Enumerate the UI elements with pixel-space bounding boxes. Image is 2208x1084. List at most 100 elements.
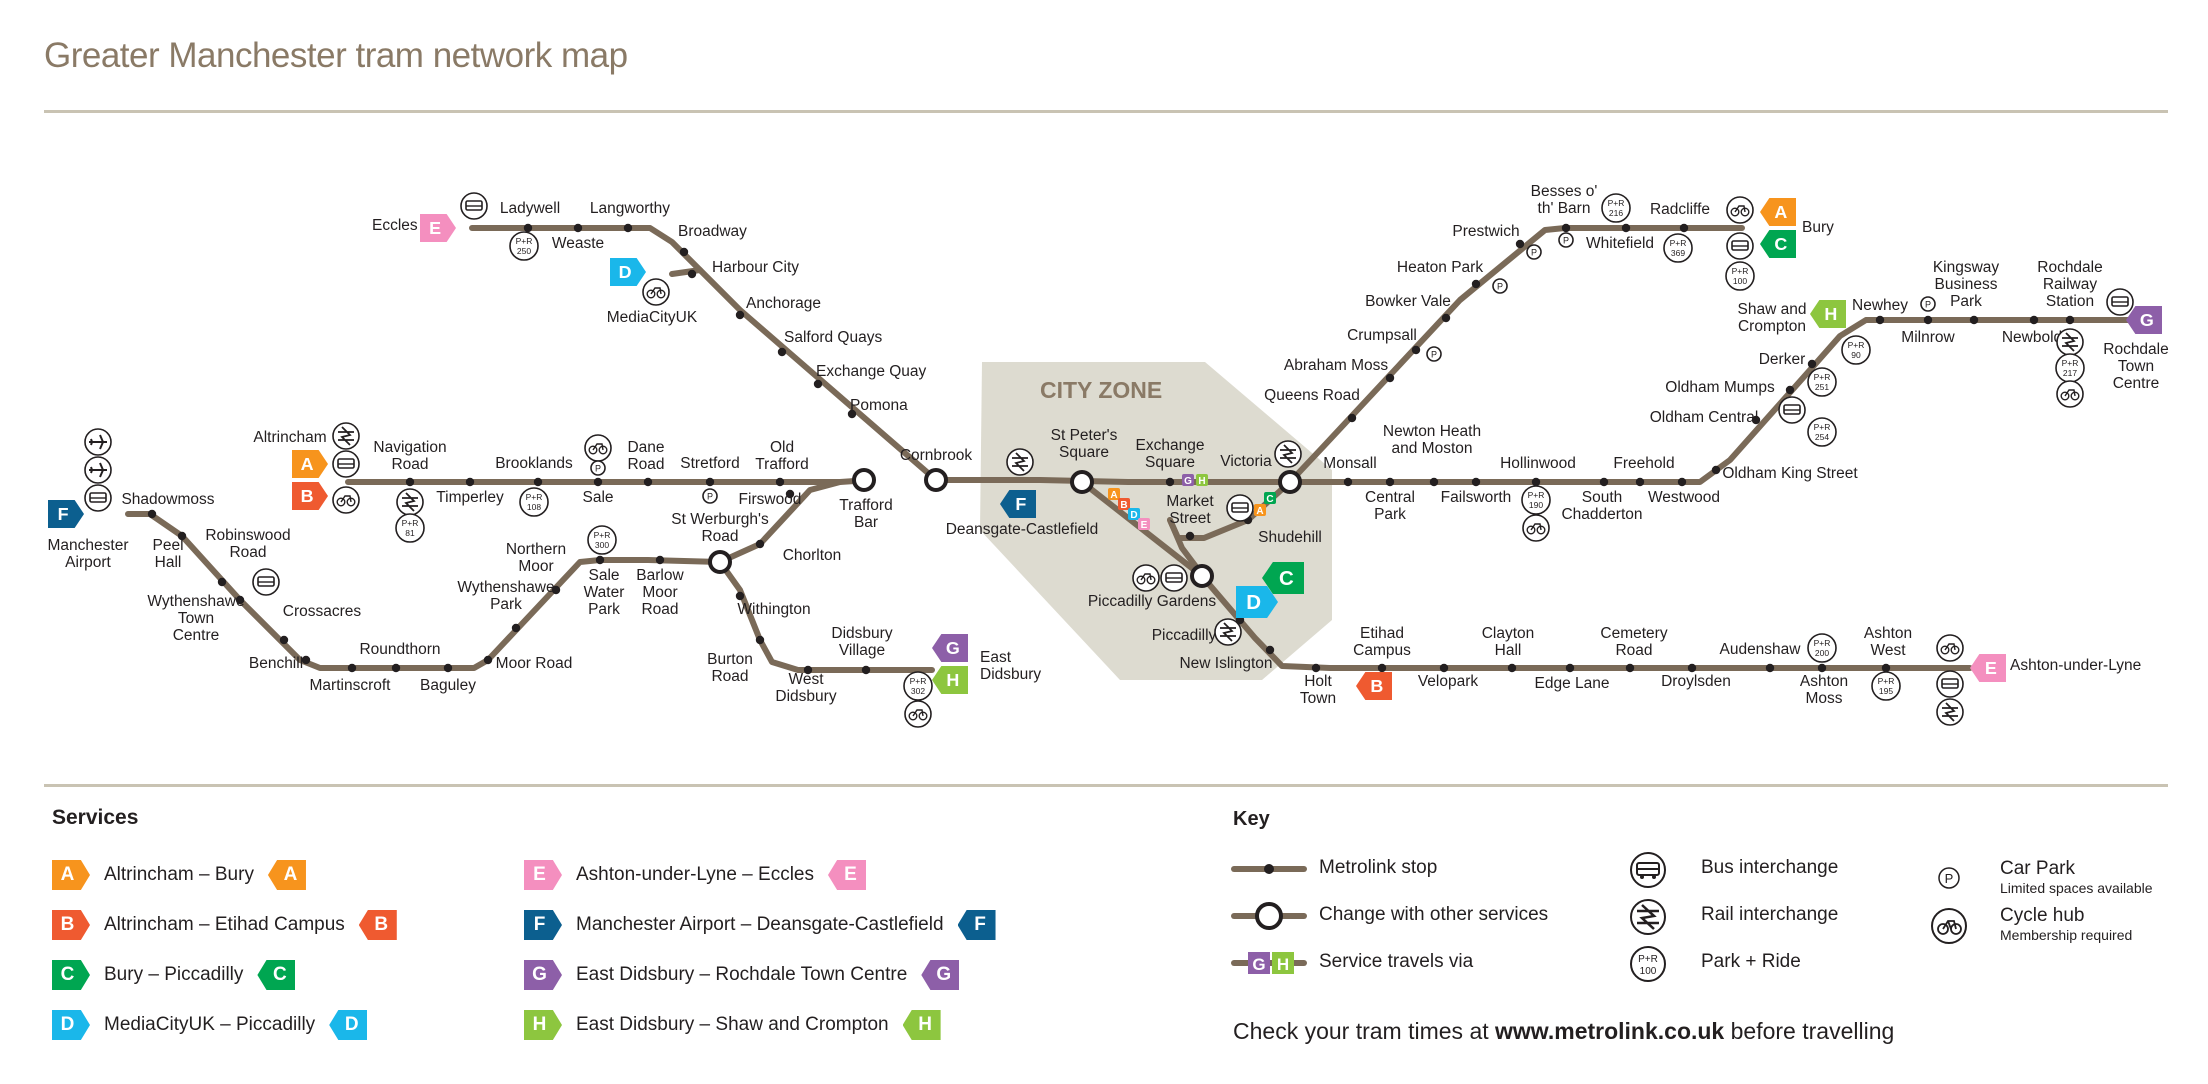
stop-westwood (1677, 477, 1687, 487)
stop-south_chadderton (1599, 477, 1609, 487)
svg-text:P+R: P+R (594, 530, 611, 540)
label-besses_o_th_barn: Besses o' th' Barn (1531, 183, 1598, 217)
stop-shadowmoss (147, 509, 157, 519)
flag-h-east-didsbury: H (932, 666, 968, 694)
stop-ashton_west (1881, 663, 1891, 673)
cycle-icon-hollinwood (1522, 514, 1550, 542)
label-edge_lane: Edge Lane (1535, 675, 1610, 692)
stop-cemetery_road (1625, 663, 1635, 673)
label-newton_heath_and_moston: Newton Heath and Moston (1383, 423, 1481, 457)
label-rochdale_town_centre: Rochdale Town Centre (2103, 341, 2169, 392)
label-hollinwood: Hollinwood (1500, 455, 1576, 472)
label-old_trafford: Old Trafford (755, 439, 808, 473)
stop-crumpsall (1411, 345, 1421, 355)
svg-text:P+R: P+R (402, 518, 419, 528)
stop-west_didsbury (803, 665, 813, 675)
interchange-cornbrook (924, 468, 948, 492)
svg-text:216: 216 (1609, 208, 1623, 218)
car-park-icon-heaton-park: P (1492, 278, 1508, 294)
service-label: East Didsbury – Shaw and Crompton (576, 1014, 889, 1035)
stop-newhey (1875, 315, 1885, 325)
bus-icon-ashton (1936, 670, 1964, 698)
rail-icon-altrincham (332, 422, 360, 450)
key-car-park-symbol: P (1945, 871, 1954, 886)
rail-icon-navigation-road (396, 488, 424, 516)
svg-text:P+R: P+R (1814, 372, 1831, 382)
via-letter-g: G (1252, 955, 1265, 974)
label-manchester_airport: Manchester Airport (48, 537, 129, 571)
rail-icon-rochdale (2056, 328, 2084, 356)
label-oldham_central: Oldham Central (1650, 409, 1759, 426)
key-rail: Rail interchange (1701, 904, 1839, 925)
website-link[interactable]: www.metrolink.co.uk (1495, 1018, 1725, 1044)
label-south_chadderton: South Chadderton (1561, 489, 1642, 523)
label-ashton_under_lyne: Ashton-under-Lyne (2010, 657, 2141, 674)
tram-line-1 (669, 267, 703, 277)
label-benchill: Benchill (249, 655, 303, 672)
stop-langworthy (623, 223, 633, 233)
svg-text:300: 300 (595, 540, 609, 550)
service-item-f: F Manchester Airport – Deansgate-Castlefi… (524, 910, 996, 940)
label-prestwich: Prestwich (1452, 223, 1519, 240)
svg-text:P+R: P+R (1848, 340, 1865, 350)
stop-freehold (1635, 477, 1645, 487)
bus-icon-piccadilly-gardens (1160, 564, 1188, 592)
label-newbold: Newbold (2002, 329, 2062, 346)
label-audenshaw: Audenshaw (1719, 641, 1801, 658)
stop-withington (735, 591, 745, 601)
stop-weaste (573, 223, 583, 233)
service-item-e: E Ashton-under-Lyne – Eccles E (524, 860, 866, 890)
stop-monsall (1343, 477, 1353, 487)
service-flag-e: E (524, 860, 562, 890)
label-oldham_king_street: Oldham King Street (1722, 465, 1858, 482)
stop-bowker_vale (1441, 313, 1451, 323)
rail-icon (1630, 899, 1666, 935)
cycle-icon-bury (1726, 196, 1754, 224)
stop-queens_road (1347, 413, 1357, 423)
svg-text:F: F (58, 504, 69, 524)
stop-exchange_square (1165, 477, 1175, 487)
page-title: Greater Manchester tram network map (44, 36, 628, 75)
label-east_didsbury: East Didsbury (980, 649, 1041, 683)
label-navigation_road: Navigation Road (373, 439, 446, 473)
service-item-a: A Altrincham – Bury A (52, 860, 306, 890)
stop-heaton_park (1471, 279, 1481, 289)
stop-rochdale_railway_station (2065, 315, 2075, 325)
label-ashton_moss: Ashton Moss (1800, 673, 1848, 707)
label-pomona: Pomona (850, 397, 908, 414)
via-badge-a-7: A (1254, 504, 1266, 517)
stop-market_street (1185, 531, 1195, 541)
label-droylsden: Droylsden (1661, 673, 1731, 690)
label-sale: Sale (582, 489, 613, 506)
key-symbols: G H (1231, 864, 1307, 974)
svg-text:F: F (1015, 494, 1026, 514)
label-northern_moor: Northern Moor (506, 541, 566, 575)
service-via-symbol: G H (1231, 952, 1307, 974)
stop-dane_road (643, 477, 653, 487)
flag-a-bury: A (1760, 198, 1796, 226)
stop-failsworth (1471, 477, 1481, 487)
svg-text:P: P (1925, 300, 1931, 310)
flag-g-rochdale: G (2126, 306, 2162, 334)
interchange-trafford_bar (852, 468, 876, 492)
label-weaste: Weaste (552, 235, 604, 252)
svg-text:B: B (1120, 500, 1127, 511)
svg-text:C: C (1774, 234, 1787, 254)
label-crossacres: Crossacres (283, 603, 362, 620)
flag-c-bury: C (1760, 230, 1796, 258)
key-bus: Bus interchange (1701, 857, 1839, 878)
stop-kingsway_business_park (1969, 315, 1979, 325)
service-item-g: G East Didsbury – Rochdale Town Centre G (524, 960, 960, 990)
stop-audenshaw (1765, 663, 1775, 673)
label-newhey: Newhey (1852, 297, 1908, 314)
key-cycle-sub: Membership required (2000, 927, 2133, 943)
rail-icon-deansgate (1006, 448, 1034, 476)
stop-sale (593, 477, 603, 487)
via-letter-h: H (1277, 955, 1289, 974)
key-metrolink-stop: Metrolink stop (1319, 857, 1438, 878)
car-park-icon-crumpsall: P (1426, 346, 1442, 362)
